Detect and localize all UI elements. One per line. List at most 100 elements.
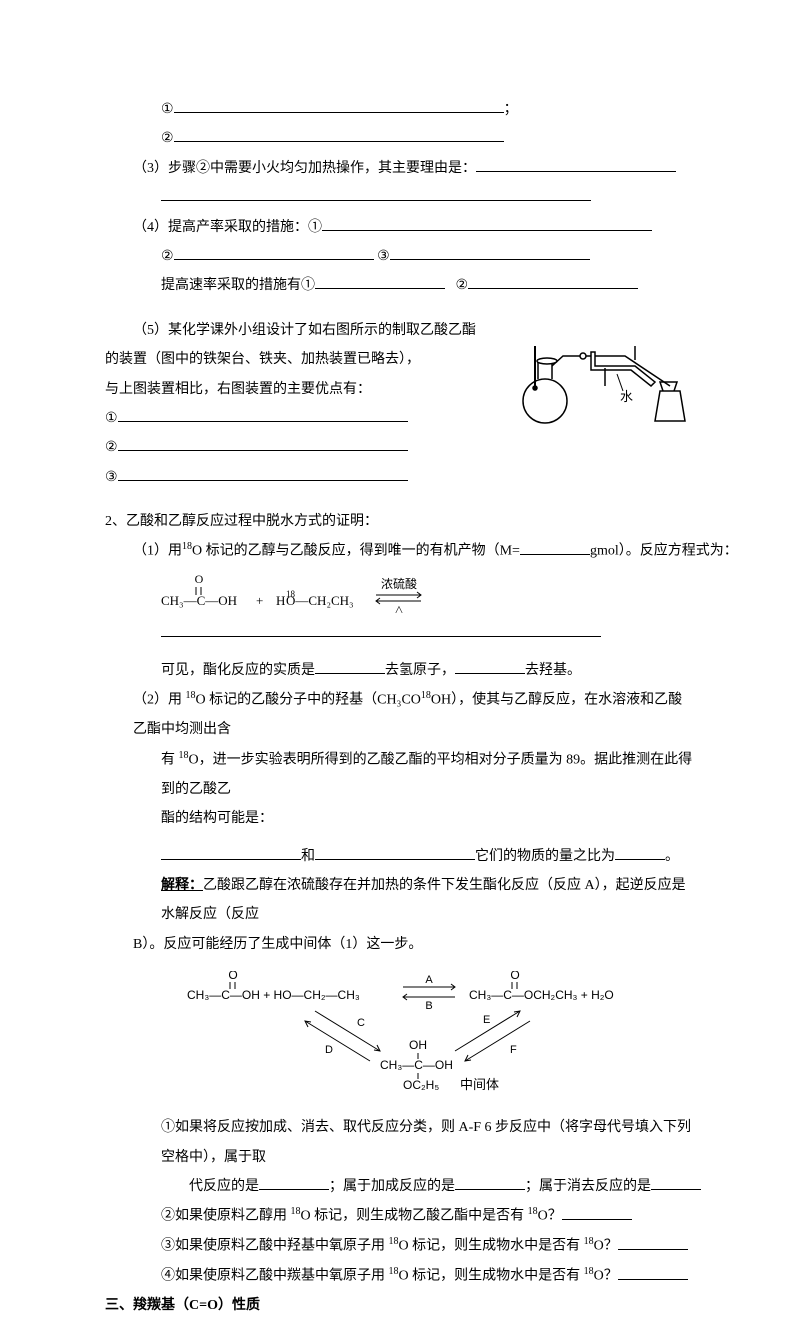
t: O 标记的乙酸分子中的羟基（CH₃CO [196,693,421,708]
label: 解释： [161,878,203,893]
blank [174,99,504,113]
num: （1） [133,544,168,559]
line-1: ①； [105,95,695,124]
col5-text: （5）某化学课外小组设计了如右图所示的制取乙酸乙酯 的装置（图中的铁架台、铁夹、… [105,316,505,492]
apparatus-diagram: 水 [505,316,695,436]
circ3: ③ [377,249,390,264]
svg-text:OC₂H₅: OC₂H₅ [403,1078,439,1092]
q3: ③如果使原料乙酸中羟基中氧原子用 18O 标记，则生成物水中是否有 18O？ [105,1231,695,1261]
line-8: 的装置（图中的铁架台、铁夹、加热装置已略去）， [105,345,505,374]
line-7: （5）某化学课外小组设计了如右图所示的制取乙酸乙酯 [105,316,505,345]
svg-text:OH: OH [409,1038,427,1052]
blank [259,1176,329,1190]
line-3: （3）步骤②中需要小火均匀加热操作，其主要理由是： [105,154,695,183]
t: O 标记的乙醇与乙酸反应，得到唯一的有机产物（M= [192,544,520,559]
blank [161,623,601,637]
iso: 18 [182,541,192,552]
t: O 标记，则生成物水中是否有 [399,1269,584,1284]
mechanism-diagram: O CH₃—C—OH + HO—CH₂—CH₃ A B O CH₃—C—OCH₂… [185,971,645,1101]
t: 用 [168,544,182,559]
num: （2） [133,693,168,708]
s2l8: B）。反应可能经历了生成中间体（1）这一步。 [105,930,695,959]
t: O？ [594,1269,618,1284]
t: ①如果将反应按加成、消去、取代反应分类，则 A-F 6 步反应中（将字母代号填入… [161,1120,691,1164]
blank [118,408,408,422]
blank [390,246,590,260]
svg-text:CH₃—C—OCH₂CH₃ + H₂O: CH₃—C—OCH₂CH₃ + H₂O [469,988,614,1002]
t: 和 [301,849,315,864]
iso: 18 [528,1206,538,1217]
t: 去氢原子， [385,663,455,678]
row-5: （5）某化学课外小组设计了如右图所示的制取乙酸乙酯 的装置（图中的铁架台、铁夹、… [105,316,695,492]
iso: 18 [421,690,431,701]
svg-text:C: C [357,1017,365,1029]
text: 提高产率采取的措施：① [168,220,322,235]
iso: 18 [179,750,189,761]
s2l7: 解释：乙酸跟乙醇在浓硫酸存在并加热的条件下发生酯化反应（反应 A），起逆反应是水… [105,871,695,930]
blank [118,437,408,451]
t: ；属于消去反应的是 [525,1179,651,1194]
circ1: ① [105,411,118,426]
blank [618,1266,688,1280]
line-3b [105,183,695,212]
svg-text:+: + [256,593,263,608]
t: 。 [665,849,679,864]
iso: 18 [389,1266,399,1277]
blank [174,128,504,142]
t: 用 [168,693,186,708]
svg-text:H: H [276,593,285,608]
blank [455,1176,525,1190]
semi: ； [504,102,518,117]
iso: 18 [584,1266,594,1277]
num: （3） [133,161,168,176]
s2l2: 可见，酯化反应的实质是去氢原子，去羟基。 [105,656,695,685]
t: ；属于加成反应的是 [329,1179,455,1194]
svg-text:CH₃—C—OH + HO—CH₂—CH₃: CH₃—C—OH + HO—CH₂—CH₃ [187,988,360,1002]
svg-text:CH₃—C—OH: CH₃—C—OH [380,1058,453,1072]
formula-blank [105,619,695,648]
line-9: 与上图装置相比，右图装置的主要优点有： [105,375,505,404]
circ2: ② [161,249,174,264]
blank [174,246,374,260]
t: O，进一步实验表明所得到的乙酸乙酯的平均相对分子质量为 89。据此推测在此得到的… [161,752,692,796]
formula-1: O CH₃—C—OH + H 18 O—CH₂CH₃ 浓硫酸 △ [161,573,695,613]
svg-text:O: O [510,971,519,982]
blank [161,187,591,201]
circ3: ③ [105,470,118,485]
text: 步骤②中需要小火均匀加热操作，其主要理由是： [168,161,476,176]
t: ②如果使原料乙醇用 [161,1209,291,1224]
sec3-title: 三、羧羰基（C=O）性质 [105,1291,695,1320]
svg-text:CH₃—C—OH: CH₃—C—OH [161,593,237,608]
svg-text:B: B [425,1000,432,1012]
blank [315,660,385,674]
t: O 标记，则生成物水中是否有 [399,1239,584,1254]
svg-text:浓硫酸: 浓硫酸 [381,576,417,591]
q1: ①如果将反应按加成、消去、取代反应分类，则 A-F 6 步反应中（将字母代号填入… [105,1113,695,1172]
t: O？ [594,1239,618,1254]
blank [161,846,301,860]
blank [476,158,676,172]
line-4: （4）提高产率采取的措施：① [105,213,695,242]
iso: 18 [584,1236,594,1247]
svg-text:中间体: 中间体 [460,1077,499,1092]
t: 它们的物质的量之比为 [475,849,615,864]
q4: ④如果使原料乙酸中羰基中氧原子用 18O 标记，则生成物水中是否有 18O？ [105,1261,695,1291]
line-10: ① [105,404,505,433]
blank [562,1206,632,1220]
t: 有 [161,752,179,767]
s2l1: （1）用18O 标记的乙醇与乙酸反应，得到唯一的有机产物（M=gmol）。反应方… [105,536,695,566]
svg-text:A: A [425,974,433,986]
line-11: ② [105,433,505,462]
line-2: ② [105,124,695,153]
text: 某化学课外小组设计了如右图所示的制取乙酸乙酯 [168,323,476,338]
blank [468,275,638,289]
svg-text:O—CH₂CH₃: O—CH₂CH₃ [286,593,354,608]
svg-text:F: F [510,1044,517,1056]
t: 去羟基。 [525,663,581,678]
blank [322,217,652,231]
iso: 18 [389,1236,399,1247]
t: O？ [538,1209,562,1224]
water-label: 水 [620,389,633,404]
t: ③如果使原料乙酸中羟基中氧原子用 [161,1239,389,1254]
svg-text:D: D [325,1044,333,1056]
